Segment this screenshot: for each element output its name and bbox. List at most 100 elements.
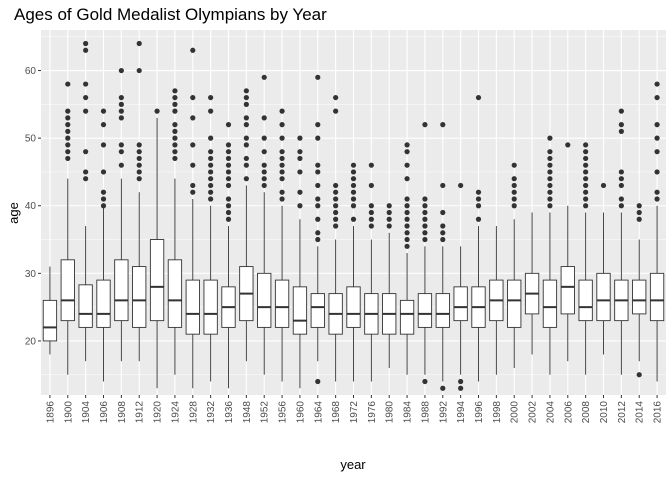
x-tick-label: 1984 — [403, 401, 414, 424]
outlier-point — [654, 94, 660, 101]
outlier-point — [83, 47, 89, 53]
outlier-point — [225, 176, 232, 182]
box-1992 — [435, 122, 450, 391]
outlier-point — [100, 169, 107, 175]
outlier-point — [475, 216, 482, 222]
outlier-point — [208, 155, 214, 162]
outlier-point — [261, 115, 267, 121]
outlier-point — [618, 128, 624, 134]
outlier-point — [583, 142, 589, 148]
outlier-point — [190, 94, 196, 101]
outlier-point — [279, 189, 285, 195]
box-body — [542, 279, 558, 328]
outlier-point — [440, 122, 446, 128]
outlier-point — [297, 189, 303, 195]
box-1904 — [78, 40, 93, 362]
outlier-point — [386, 209, 392, 216]
outlier-point — [654, 189, 660, 195]
x-tick-label: 1996 — [474, 401, 485, 424]
outlier-point — [333, 223, 339, 229]
box-1912 — [132, 40, 147, 362]
outlier-point — [350, 176, 357, 182]
outlier-point — [261, 149, 267, 155]
outlier-point — [65, 135, 71, 141]
outlier-point — [279, 108, 285, 114]
outlier-point — [65, 108, 71, 114]
outlier-point — [422, 216, 428, 222]
box-1964 — [310, 74, 325, 385]
x-tick-label: 1972 — [349, 401, 360, 424]
outlier-point — [422, 236, 428, 243]
outlier-point — [172, 108, 178, 114]
outlier-point — [136, 155, 142, 162]
outlier-point — [208, 94, 214, 101]
box-2010 — [596, 182, 611, 355]
box-body — [399, 299, 415, 335]
outlier-point — [190, 162, 196, 168]
x-tick-label: 1932 — [206, 401, 217, 424]
outlier-point — [350, 203, 357, 209]
outlier-point — [279, 176, 285, 182]
outlier-point — [243, 155, 249, 162]
box-1906 — [96, 108, 111, 382]
outlier-point — [458, 385, 464, 391]
outlier-point — [404, 236, 410, 243]
outlier-point — [404, 243, 410, 249]
outlier-point — [208, 176, 214, 182]
outlier-point — [279, 155, 285, 162]
outlier-point — [404, 162, 410, 168]
outlier-point — [297, 149, 303, 155]
outlier-point — [225, 169, 232, 175]
outlier-point — [440, 236, 446, 243]
outlier-point — [565, 142, 571, 148]
outlier-point — [547, 182, 553, 189]
x-tick-label: 1952 — [260, 401, 271, 424]
outlier-point — [172, 122, 178, 128]
outlier-point — [618, 182, 624, 189]
outlier-point — [475, 196, 482, 202]
outlier-point — [315, 169, 321, 175]
outlier-point — [654, 196, 660, 202]
box-body — [435, 293, 450, 328]
outlier-point — [297, 135, 303, 141]
outlier-point — [225, 155, 232, 162]
outlier-point — [243, 115, 249, 121]
outlier-point — [154, 108, 160, 114]
outlier-point — [83, 81, 89, 87]
outlier-point — [404, 209, 410, 216]
outlier-point — [618, 122, 624, 128]
box-body — [96, 279, 111, 328]
outlier-point — [368, 223, 374, 229]
outlier-point — [315, 74, 321, 80]
box-1998 — [489, 226, 504, 375]
x-tick-label: 2014 — [635, 401, 646, 424]
outlier-point — [333, 94, 339, 101]
outlier-point — [83, 40, 89, 47]
y-tick-label: 60 — [25, 66, 37, 77]
outlier-point — [404, 216, 410, 222]
outlier-point — [100, 203, 107, 209]
x-tick-label: 2012 — [617, 401, 628, 424]
outlier-point — [208, 135, 214, 141]
outlier-point — [65, 81, 71, 87]
box-1956 — [274, 108, 290, 382]
outlier-point — [65, 155, 71, 162]
x-tick-label: 1936 — [224, 401, 235, 424]
outlier-point — [279, 149, 285, 155]
outlier-point — [261, 182, 267, 189]
box-body — [346, 286, 361, 328]
box-body — [132, 266, 147, 328]
outlier-point — [422, 122, 428, 128]
x-tick-label: 2000 — [510, 401, 521, 424]
outlier-point — [172, 128, 178, 134]
x-tick-label: 2004 — [545, 401, 556, 424]
outlier-point — [368, 216, 374, 222]
outlier-point — [404, 196, 410, 202]
outlier-point — [654, 169, 660, 175]
outlier-point — [368, 209, 374, 216]
outlier-point — [422, 230, 428, 236]
box-body — [257, 272, 272, 328]
outlier-point — [225, 122, 232, 128]
outlier-point — [583, 196, 589, 202]
outlier-point — [547, 149, 553, 155]
